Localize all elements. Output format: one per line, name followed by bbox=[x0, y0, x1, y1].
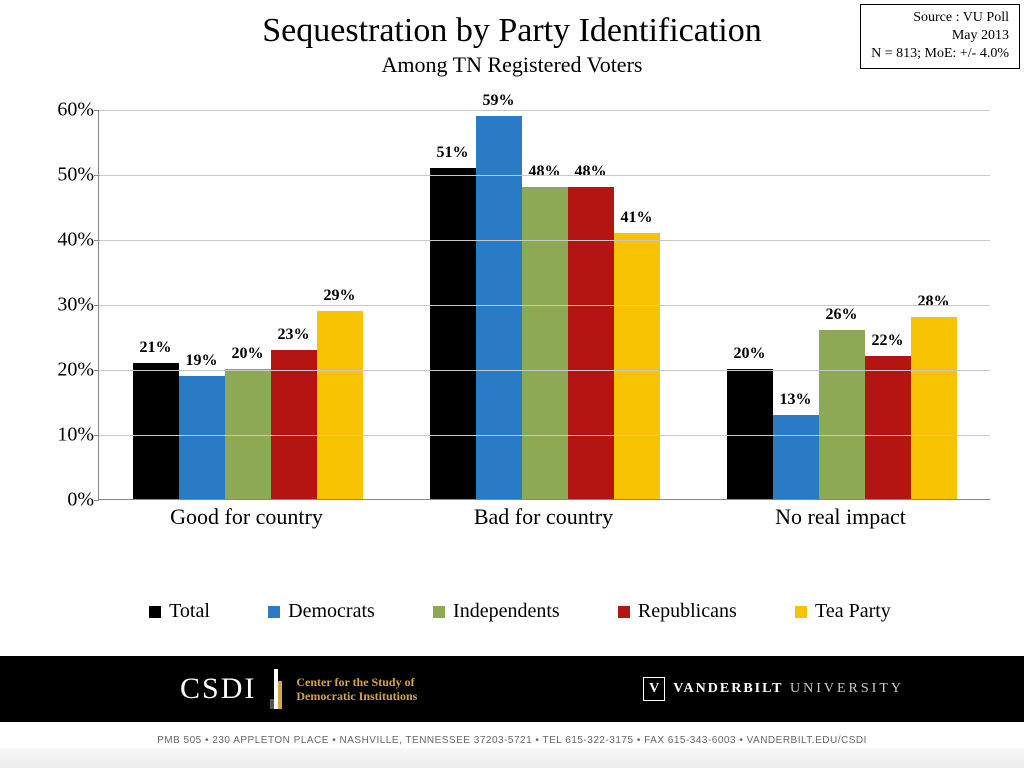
source-box: Source : VU Poll May 2013 N = 813; MoE: … bbox=[860, 4, 1020, 69]
source-line1: Source : VU Poll bbox=[871, 9, 1009, 27]
legend-label: Republicans bbox=[638, 600, 737, 623]
grid-line bbox=[99, 305, 990, 306]
bar: 21% bbox=[133, 363, 179, 500]
category-label: No real impact bbox=[692, 504, 989, 530]
grid-line bbox=[99, 110, 990, 111]
bar: 29% bbox=[317, 311, 363, 500]
bar-value-label: 59% bbox=[483, 92, 515, 110]
bar: 26% bbox=[819, 330, 865, 499]
ytick-label: 40% bbox=[34, 229, 94, 252]
ytick-label: 0% bbox=[34, 489, 94, 512]
bar-value-label: 51% bbox=[437, 144, 469, 162]
bar-value-label: 19% bbox=[186, 352, 218, 370]
bar-value-label: 20% bbox=[734, 345, 766, 363]
legend-item: Total bbox=[149, 600, 210, 623]
csdi-text: Center for the Study of Democratic Insti… bbox=[296, 675, 417, 704]
bar-value-label: 29% bbox=[324, 287, 356, 305]
legend: Total Democrats Independents Republicans Tea… bbox=[120, 600, 920, 623]
bar: 41% bbox=[614, 233, 660, 500]
legend-swatch bbox=[795, 606, 807, 618]
ytick-label: 60% bbox=[34, 99, 94, 122]
legend-label: Tea Party bbox=[815, 600, 891, 623]
vanderbilt-text: VANDERBILT UNIVERSITY bbox=[673, 681, 904, 697]
bar-value-label: 26% bbox=[826, 306, 858, 324]
bar-value-label: 48% bbox=[529, 163, 561, 181]
category-label: Good for country bbox=[98, 504, 395, 530]
grid-line bbox=[99, 240, 990, 241]
bar: 28% bbox=[911, 317, 957, 499]
bar: 51% bbox=[430, 168, 476, 500]
grid-line bbox=[99, 370, 990, 371]
bar: 48% bbox=[568, 187, 614, 499]
ytick-label: 10% bbox=[34, 424, 94, 447]
legend-item: Democrats bbox=[268, 600, 375, 623]
bar-value-label: 28% bbox=[918, 293, 950, 311]
source-line3: N = 813; MoE: +/- 4.0% bbox=[871, 45, 1009, 63]
ytick-label: 30% bbox=[34, 294, 94, 317]
ytick-label: 50% bbox=[34, 164, 94, 187]
legend-item: Republicans bbox=[618, 600, 737, 623]
plot-area: 21%19%20%23%29%51%59%48%48%41%20%13%26%2… bbox=[98, 110, 990, 500]
legend-swatch bbox=[433, 606, 445, 618]
source-line2: May 2013 bbox=[871, 27, 1009, 45]
grid-line bbox=[99, 175, 990, 176]
bar: 20% bbox=[727, 369, 773, 499]
ytick-label: 20% bbox=[34, 359, 94, 382]
bar: 22% bbox=[865, 356, 911, 499]
bar-value-label: 22% bbox=[872, 332, 904, 350]
legend-label: Democrats bbox=[288, 600, 375, 623]
legend-item: Independents bbox=[433, 600, 560, 623]
bar: 20% bbox=[225, 369, 271, 499]
csdi-bars-icon bbox=[270, 669, 282, 709]
bar: 48% bbox=[522, 187, 568, 499]
legend-swatch bbox=[268, 606, 280, 618]
page-shadow bbox=[0, 748, 1024, 768]
bar: 19% bbox=[179, 376, 225, 500]
footer-citation: PMB 505 • 230 APPLETON PLACE • NASHVILLE… bbox=[0, 735, 1024, 746]
bar: 59% bbox=[476, 116, 522, 500]
legend-label: Independents bbox=[453, 600, 560, 623]
legend-swatch bbox=[618, 606, 630, 618]
csdi-block: CSDI Center for the Study of Democratic … bbox=[180, 669, 417, 709]
bar: 13% bbox=[773, 415, 819, 500]
csdi-logo: CSDI bbox=[180, 672, 256, 706]
bar-value-label: 23% bbox=[278, 326, 310, 344]
legend-label: Total bbox=[169, 600, 210, 623]
vanderbilt-v-icon: V bbox=[643, 677, 665, 701]
category-label: Bad for country bbox=[395, 504, 692, 530]
bar-value-label: 21% bbox=[140, 339, 172, 357]
bar-value-label: 48% bbox=[575, 163, 607, 181]
grid-line bbox=[99, 435, 990, 436]
bar-value-label: 13% bbox=[780, 391, 812, 409]
legend-item: Tea Party bbox=[795, 600, 891, 623]
chart-area: 21%19%20%23%29%51%59%48%48%41%20%13%26%2… bbox=[26, 100, 1002, 570]
bar-value-label: 20% bbox=[232, 345, 264, 363]
bar-value-label: 41% bbox=[621, 209, 653, 227]
legend-swatch bbox=[149, 606, 161, 618]
footer-bar: CSDI Center for the Study of Democratic … bbox=[0, 656, 1024, 722]
bar: 23% bbox=[271, 350, 317, 500]
vanderbilt-block: V VANDERBILT UNIVERSITY bbox=[643, 677, 904, 701]
